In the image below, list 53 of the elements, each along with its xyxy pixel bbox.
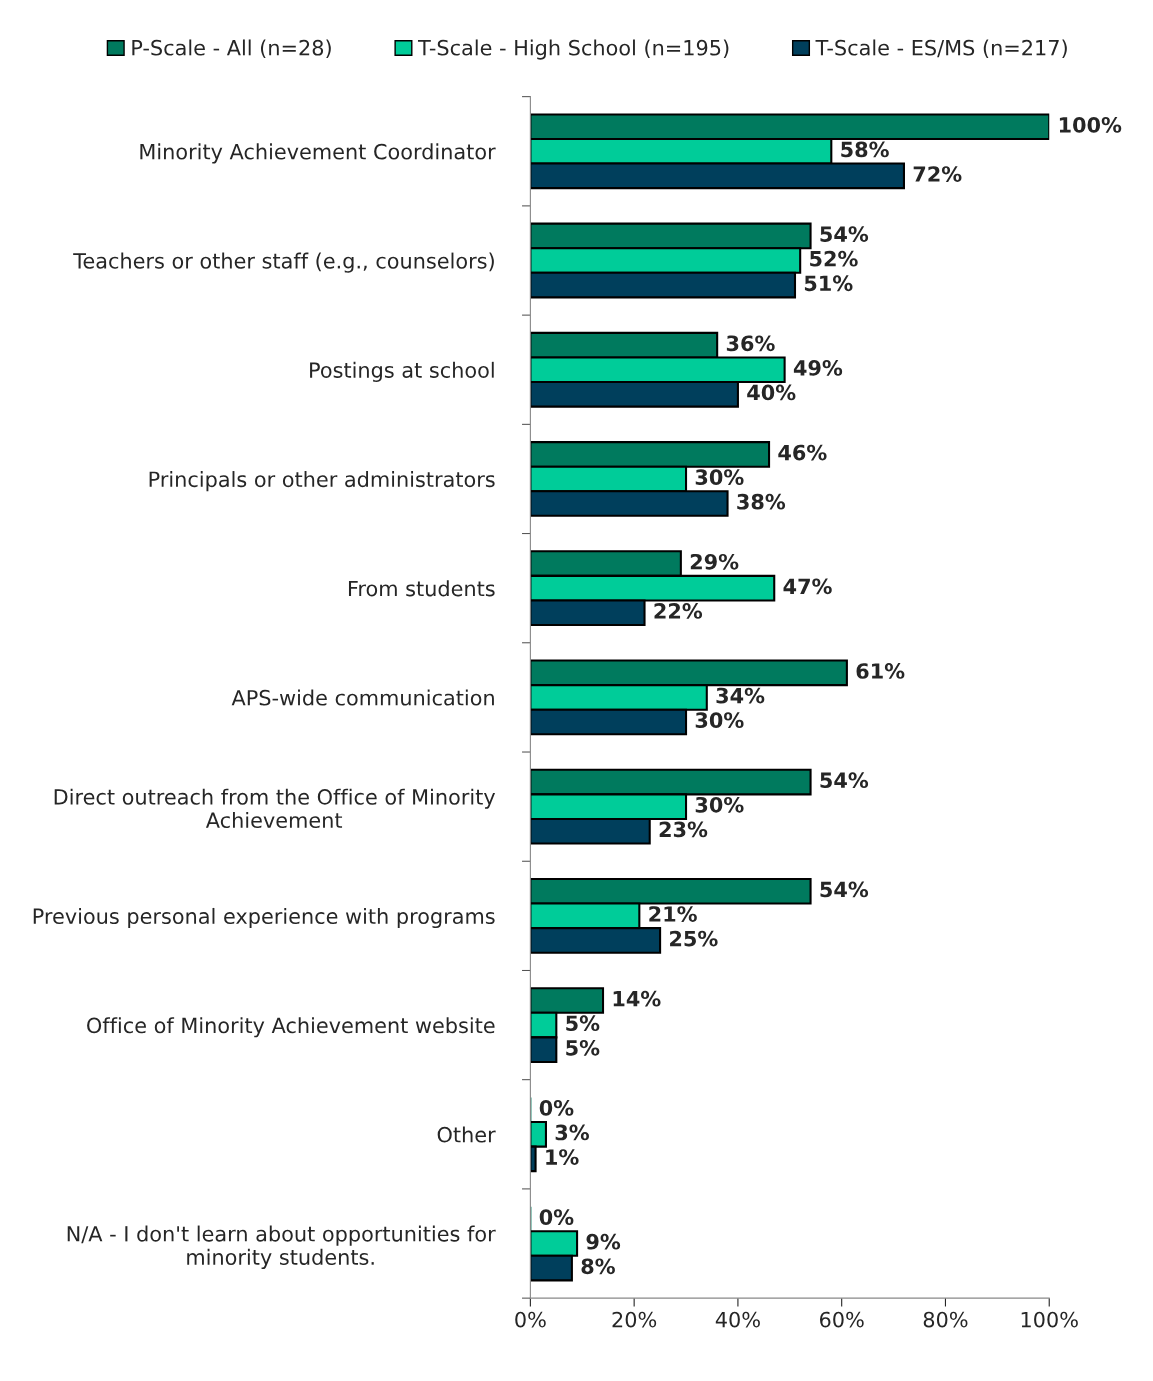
data-label: 30% [695,796,744,813]
data-label: 61% [856,663,905,679]
y-tick-label: N/A - I don't learn about opportunities for minority students. [67,1225,496,1270]
x-tick-label: 100% [1021,1311,1078,1328]
data-label: 9% [586,1233,621,1250]
x-tick-label: 20% [612,1311,657,1328]
y-tick-label: Principals or other administrators [149,471,495,492]
y-tick-label: Direct outreach from the Office of Minority Achievement [54,788,496,829]
data-label: 1% [546,1149,579,1165]
data-label: 40% [747,384,796,401]
data-label: 46% [778,444,827,461]
data-label: 29% [690,553,739,570]
y-tick-label: APS-wide communication [231,689,494,706]
data-label: 72% [913,166,962,182]
data-label: 54% [820,772,869,789]
data-label: 47% [783,578,832,595]
data-label: 38% [737,493,786,510]
x-tick-label: 0% [515,1311,546,1328]
y-tick-label: Postings at school [310,361,494,382]
data-label: 25% [670,930,718,947]
y-tick-label: Minority Achievement Coordinator [140,143,496,164]
data-label: 5% [566,1015,600,1032]
data-label: 5% [566,1039,600,1056]
data-label: 8% [581,1258,615,1275]
y-tick-label: From students [348,580,495,597]
data-label: 54% [820,881,869,898]
data-label: 23% [659,821,708,838]
y-tick-label: Office of Minority Achievement website [87,1017,495,1038]
data-label: 49% [793,360,843,376]
legend-label: P-Scale - All (n=28) [132,39,331,59]
data-label: 52% [810,250,858,267]
x-tick-label: 80% [923,1311,968,1328]
data-label: 30% [695,469,744,485]
data-label: 100% [1059,116,1122,133]
y-tick-label: Other [437,1126,496,1143]
data-label: 51% [804,275,853,292]
data-label: 14% [613,990,661,1007]
data-label: 22% [654,603,703,619]
data-label: 3% [555,1124,589,1141]
data-label: 0% [539,1209,574,1225]
data-label: 54% [820,226,869,242]
data-label: 21% [649,906,697,922]
data-label: 36% [726,335,775,352]
legend-label: T-Scale - ES/MS (n=217) [815,39,1067,59]
data-label: 34% [716,687,765,704]
y-tick-label: Previous personal experience with programs [33,907,495,929]
x-tick-label: 60% [819,1311,864,1328]
data-label: 30% [695,712,744,729]
y-tick-label: Teachers or other staff (e.g., counselors) [73,252,494,273]
legend-label: T-Scale - High School (n=195) [417,39,729,60]
x-tick-label: 40% [715,1311,760,1328]
data-label: 58% [841,141,889,158]
data-label: 0% [539,1100,574,1116]
